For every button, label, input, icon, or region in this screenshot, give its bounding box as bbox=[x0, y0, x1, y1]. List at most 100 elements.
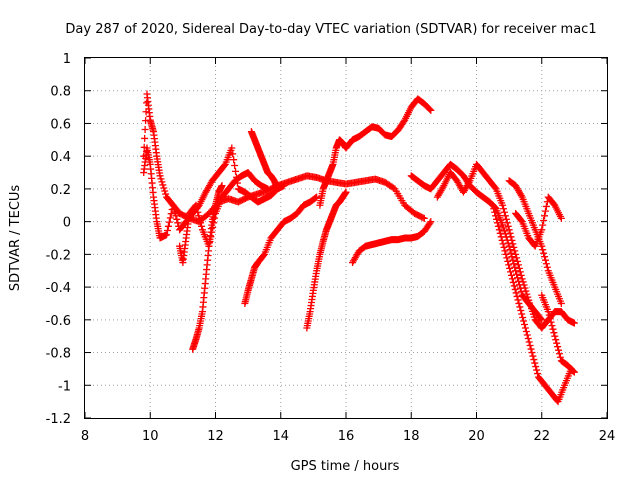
y-tick-label: -1 bbox=[58, 379, 71, 394]
data-point-fill bbox=[503, 254, 511, 262]
data-point-fill bbox=[507, 249, 515, 257]
data-point-fill bbox=[550, 329, 558, 337]
y-tick-label: 0 bbox=[63, 216, 71, 231]
data-point-fill bbox=[541, 212, 549, 220]
data-point-fill bbox=[523, 290, 531, 298]
data-point-fill bbox=[501, 247, 509, 255]
data-point-fill bbox=[517, 288, 525, 296]
data-point bbox=[570, 319, 578, 327]
data-point-fill bbox=[509, 240, 517, 248]
data-point-fill bbox=[198, 222, 206, 230]
data-point-fill bbox=[426, 219, 434, 227]
data-point-fill bbox=[508, 253, 516, 261]
data-point-fill bbox=[527, 345, 535, 353]
x-tick-label: 20 bbox=[468, 429, 485, 444]
data-point-fill bbox=[500, 208, 508, 216]
y-tick-label: 0.8 bbox=[50, 85, 71, 100]
data-point-fill bbox=[516, 268, 524, 276]
data-point bbox=[557, 299, 565, 307]
data-point-fill bbox=[542, 202, 550, 210]
data-point-fill bbox=[539, 221, 547, 229]
data-point-fill bbox=[507, 271, 515, 279]
data-point-fill bbox=[494, 222, 502, 230]
data-point-fill bbox=[547, 318, 555, 326]
data-point-fill bbox=[521, 284, 529, 292]
series-track-5 bbox=[247, 128, 281, 193]
data-point bbox=[505, 226, 513, 234]
y-tick-label: 1 bbox=[63, 52, 71, 67]
data-point bbox=[508, 275, 516, 283]
y-tick-label: -1.2 bbox=[46, 412, 71, 427]
data-point-fill bbox=[540, 216, 548, 224]
data-point-fill bbox=[161, 187, 169, 195]
data-point bbox=[342, 188, 350, 196]
data-point-fill bbox=[540, 249, 548, 257]
x-tick-label: 16 bbox=[338, 429, 355, 444]
x-tick-label: 14 bbox=[272, 429, 289, 444]
data-point-fill bbox=[196, 215, 204, 223]
data-point-fill bbox=[506, 264, 514, 272]
data-point-fill bbox=[170, 205, 178, 213]
data-point bbox=[512, 250, 520, 258]
data-point-fill bbox=[172, 212, 180, 220]
data-point-fill bbox=[523, 331, 531, 339]
data-point-fill bbox=[537, 315, 545, 323]
data-point-fill bbox=[141, 134, 149, 142]
data-point-fill bbox=[499, 240, 507, 248]
data-point-fill bbox=[510, 243, 518, 251]
data-point-fill bbox=[157, 175, 165, 183]
data-point bbox=[538, 226, 546, 234]
data-point-fill bbox=[426, 105, 434, 113]
data-point-fill bbox=[553, 339, 561, 347]
data-point bbox=[528, 349, 536, 357]
data-point-fill bbox=[141, 126, 149, 134]
data-point-fill bbox=[160, 184, 168, 192]
data-point-fill bbox=[552, 336, 560, 344]
data-points bbox=[140, 90, 578, 406]
data-point-fill bbox=[501, 212, 509, 220]
data-point bbox=[264, 185, 272, 193]
data-point-fill bbox=[546, 315, 554, 323]
y-tick-label: 0.2 bbox=[50, 183, 71, 198]
data-point bbox=[544, 308, 552, 316]
data-point-fill bbox=[506, 229, 514, 237]
data-point-fill bbox=[158, 178, 166, 186]
data-point-fill bbox=[511, 263, 519, 271]
data-point-fill bbox=[541, 207, 549, 215]
series-track-14 bbox=[512, 193, 565, 250]
data-point-fill bbox=[159, 181, 167, 189]
series-track-8 bbox=[316, 95, 435, 209]
data-point-fill bbox=[171, 208, 179, 216]
x-tick-label: 24 bbox=[599, 429, 616, 444]
data-point-fill bbox=[508, 236, 516, 244]
data-point-fill bbox=[533, 366, 541, 374]
data-point-fill bbox=[539, 246, 547, 254]
data-point-fill bbox=[517, 191, 525, 199]
data-point-fill bbox=[522, 287, 530, 295]
data-point bbox=[218, 182, 226, 190]
x-tick-label: 18 bbox=[403, 429, 420, 444]
data-point-fill bbox=[197, 219, 205, 227]
data-point-fill bbox=[517, 306, 525, 314]
data-point bbox=[495, 226, 503, 234]
series-track-7 bbox=[303, 188, 350, 332]
series-track-9 bbox=[349, 218, 435, 267]
data-point-fill bbox=[534, 370, 542, 378]
data-point-fill bbox=[500, 227, 508, 235]
data-point-fill bbox=[520, 317, 528, 325]
data-point bbox=[192, 201, 200, 209]
data-point-fill bbox=[519, 278, 527, 286]
data-point-fill bbox=[195, 212, 203, 220]
data-point-fill bbox=[515, 264, 523, 272]
data-point-fill bbox=[193, 205, 201, 213]
y-tick-label: -0.2 bbox=[46, 248, 71, 263]
data-point bbox=[557, 214, 565, 222]
data-point-fill bbox=[514, 274, 522, 282]
data-point bbox=[169, 201, 177, 209]
data-point-fill bbox=[529, 352, 537, 360]
data-point-fill bbox=[509, 278, 517, 286]
data-point-fill bbox=[504, 257, 512, 265]
data-point bbox=[499, 201, 507, 209]
y-tick-label: -0.6 bbox=[46, 314, 71, 329]
data-point-fill bbox=[520, 281, 528, 289]
